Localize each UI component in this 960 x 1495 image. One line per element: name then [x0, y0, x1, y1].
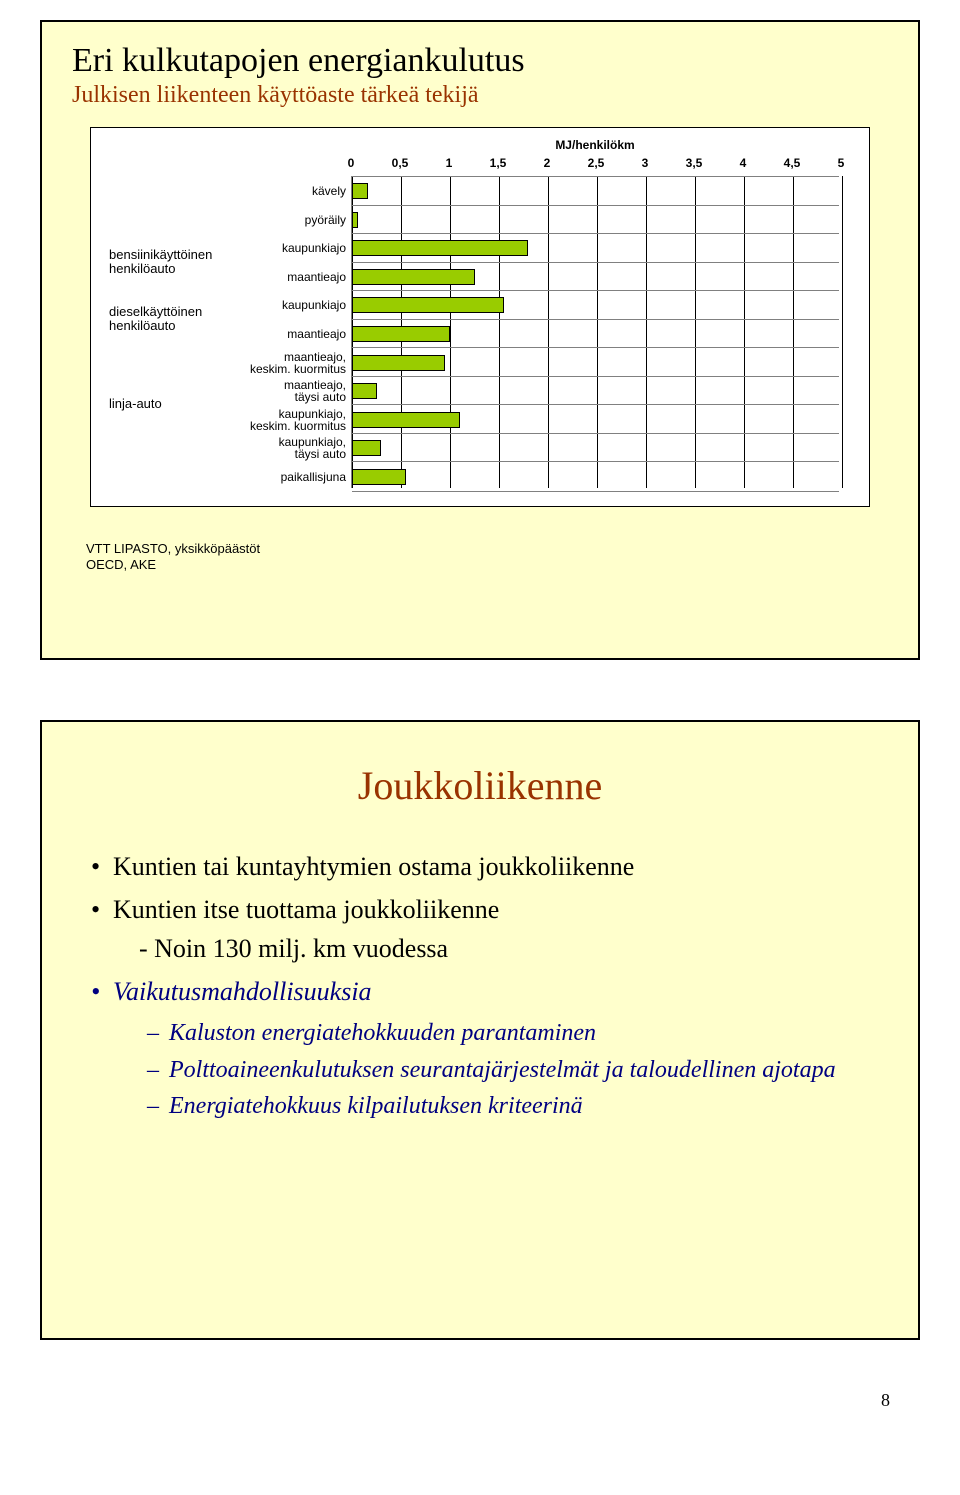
x-tick: 0 — [348, 156, 355, 170]
x-tick: 5 — [838, 156, 845, 170]
row-label: maantieajo,täysi auto — [284, 379, 352, 403]
chart-row: maantieajo — [352, 262, 839, 292]
bullet-continuation: - Noin 130 milj. km vuodessa — [113, 931, 873, 966]
bar — [352, 183, 368, 199]
bullet-level1: Kuntien tai kuntayhtymien ostama joukkol… — [87, 849, 873, 884]
bullet-level1: Kuntien itse tuottama joukkoliikenne- No… — [87, 892, 873, 966]
slide-energy-consumption: Eri kulkutapojen energiankulutus Julkise… — [40, 20, 920, 660]
chart-row: pyöräily — [352, 205, 839, 235]
row-label: paikallisjuna — [281, 471, 352, 483]
group-label: dieselkäyttöinenhenkilöauto — [109, 305, 202, 333]
bullet-level2: Polttoaineenkulutuksen seurantajärjestel… — [147, 1054, 873, 1086]
x-tick: 0,5 — [392, 156, 409, 170]
slide2-title: Joukkoliikenne — [87, 762, 873, 809]
row-label: maantieajo — [287, 271, 352, 283]
x-tick: 2,5 — [588, 156, 605, 170]
row-label: maantieajo — [287, 328, 352, 340]
page-number: 8 — [30, 1390, 930, 1411]
bar — [352, 440, 381, 456]
chart-row: kaupunkiajo,keskim. kuormitus — [352, 404, 839, 434]
slide-public-transport: Joukkoliikenne Kuntien tai kuntayhtymien… — [40, 720, 920, 1340]
x-tick: 2 — [544, 156, 551, 170]
row-label: kaupunkiajo,keskim. kuormitus — [250, 408, 352, 432]
row-label: kaupunkiajo,täysi auto — [279, 436, 352, 460]
bar — [352, 326, 450, 342]
x-tick: 1 — [446, 156, 453, 170]
chart-row: paikallisjuna — [352, 461, 839, 492]
chart-row: kaupunkiajo — [352, 233, 839, 263]
bar — [352, 212, 358, 228]
bullet-level2: Energiatehokkuus kilpailutuksen kriteeri… — [147, 1090, 873, 1122]
bar — [352, 297, 504, 313]
row-label: kävely — [312, 185, 352, 197]
bar — [352, 412, 460, 428]
row-label: pyöräily — [305, 214, 352, 226]
row-label: maantieajo,keskim. kuormitus — [250, 351, 352, 375]
energy-chart: MJ/henkilökm 0 0,5 1 1,5 2 2,5 3 3,5 4 4,5 5 kävel… — [90, 127, 870, 507]
x-axis: 00,511,522,533,544,55 — [351, 156, 839, 172]
bar — [352, 355, 445, 371]
group-label: linja-auto — [109, 397, 162, 411]
chart-row: maantieajo — [352, 319, 839, 349]
x-tick: 3,5 — [686, 156, 703, 170]
x-tick: 4 — [740, 156, 747, 170]
chart-row: maantieajo,keskim. kuormitus — [352, 347, 839, 377]
group-label: bensiinikäyttöinenhenkilöauto — [109, 248, 212, 276]
x-axis-title: MJ/henkilökm — [351, 138, 839, 152]
row-label: kaupunkiajo — [282, 299, 352, 311]
slide1-title: Eri kulkutapojen energiankulutus — [72, 42, 888, 80]
chart-row: maantieajo,täysi auto — [352, 376, 839, 406]
x-tick: 3 — [642, 156, 649, 170]
x-tick: 4,5 — [784, 156, 801, 170]
chart-row: kaupunkiajo — [352, 290, 839, 320]
plot-area: kävelypyöräilykaupunkiajomaantieajokaupu… — [351, 176, 839, 488]
chart-row: kaupunkiajo,täysi auto — [352, 433, 839, 463]
chart-row: kävely — [352, 176, 839, 206]
bar — [352, 469, 406, 485]
slide1-subtitle: Julkisen liikenteen käyttöaste tärkeä te… — [72, 82, 888, 109]
source-line: VTT LIPASTO, yksikköpäästöt — [86, 541, 888, 557]
bullet-level2: Kaluston energiatehokkuuden parantaminen — [147, 1017, 873, 1049]
bar — [352, 383, 377, 399]
bullet-level1: Vaikutusmahdollisuuksia — [87, 974, 873, 1009]
chart-source: VTT LIPASTO, yksikköpäästöt OECD, AKE — [86, 541, 888, 573]
bar — [352, 269, 475, 285]
source-line: OECD, AKE — [86, 557, 888, 573]
bar — [352, 240, 528, 256]
gridline — [842, 176, 843, 488]
bullet-list: Kuntien tai kuntayhtymien ostama joukkol… — [87, 849, 873, 1123]
row-label: kaupunkiajo — [282, 242, 352, 254]
x-tick: 1,5 — [490, 156, 507, 170]
